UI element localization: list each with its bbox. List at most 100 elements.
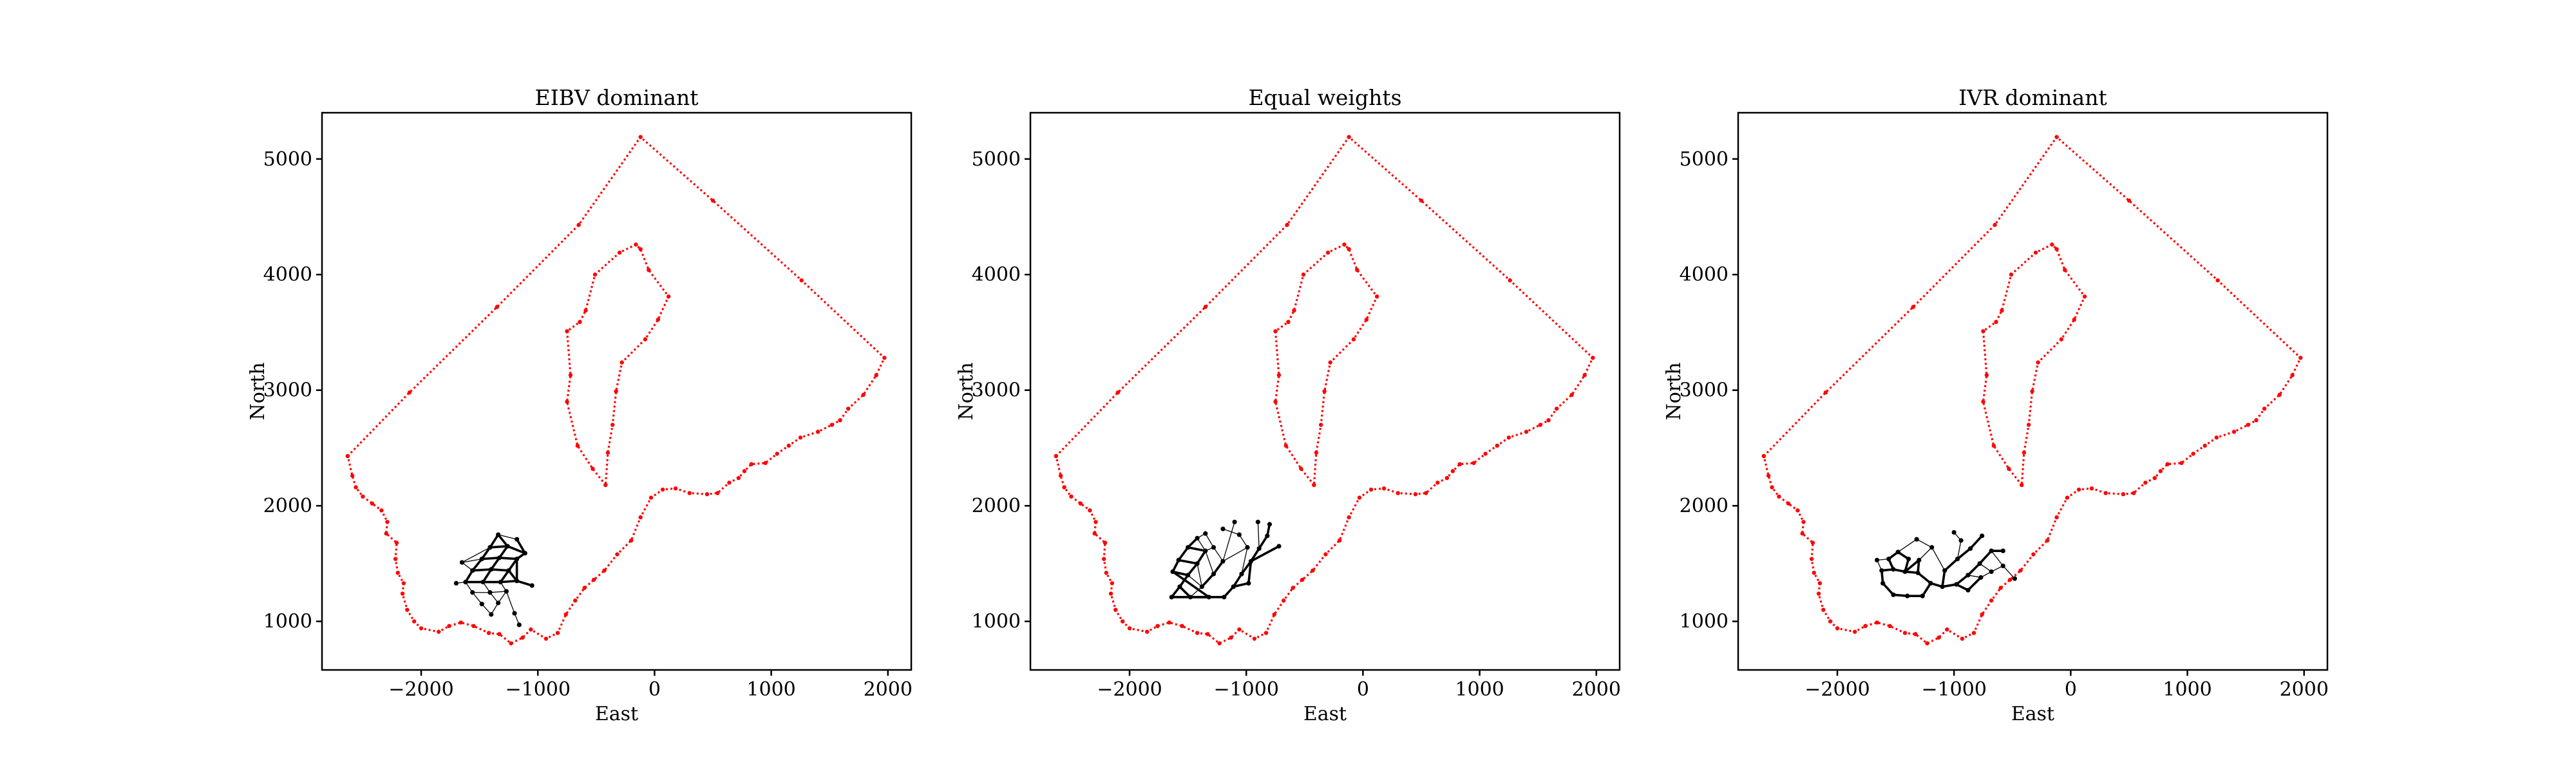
inner-boundary xyxy=(1274,243,1378,486)
boundary-vertex xyxy=(2143,481,2148,485)
boundary-vertex xyxy=(629,538,634,543)
path-node xyxy=(2012,576,2018,581)
boundary-vertex xyxy=(1506,435,1511,440)
path-edge-light xyxy=(1979,563,1992,573)
boundary-vertex xyxy=(2076,487,2081,492)
boundary-vertex xyxy=(736,475,741,481)
boundary-vertex xyxy=(656,318,661,322)
boundary-vertex xyxy=(1984,373,1989,377)
boundary-vertex xyxy=(1113,607,1118,612)
path-node xyxy=(1276,544,1282,549)
path-node xyxy=(1967,546,1973,551)
boundary-vertex xyxy=(1424,491,1428,495)
x-tick-label: −1000 xyxy=(1213,678,1278,701)
path-edge-light xyxy=(1222,528,1240,535)
y-tick-label: 1000 xyxy=(1680,611,1728,633)
boundary-vertex xyxy=(1347,135,1351,139)
path-edge-heavy xyxy=(1955,574,1969,586)
boundary-vertex xyxy=(1495,443,1499,448)
x-tick-label: 0 xyxy=(2065,678,2077,701)
boundary-vertex xyxy=(379,508,384,513)
boundary-vertex xyxy=(2179,461,2184,465)
path-node xyxy=(1917,557,1922,563)
boundary-vertex xyxy=(2152,475,2157,481)
boundary-vertex xyxy=(568,373,573,377)
boundary-vertex xyxy=(1054,453,1059,459)
path-edge-heavy xyxy=(506,545,527,555)
boundary-vertex xyxy=(2231,430,2237,434)
outer-boundary xyxy=(1763,136,2302,645)
subplot-title: EIBV dominant xyxy=(535,85,699,110)
boundary-vertex xyxy=(1094,520,1098,524)
path-edge-heavy xyxy=(1978,549,1993,565)
x-tick-label: 0 xyxy=(1357,678,1369,701)
boundary-vertex xyxy=(1911,305,1915,309)
path-edge-heavy xyxy=(507,557,518,572)
boundary-vertex xyxy=(2214,435,2219,440)
path-node xyxy=(1211,571,1217,577)
path-node xyxy=(1920,593,1925,598)
boundary-vertex xyxy=(742,469,747,473)
boundary-vertex xyxy=(874,373,878,377)
y-tick-label: 2000 xyxy=(1680,495,1728,517)
x-axis-label: East xyxy=(2011,703,2054,725)
boundary-vertex xyxy=(649,495,654,500)
path-edge-heavy xyxy=(1249,545,1280,563)
path-edge-heavy xyxy=(471,568,493,572)
path-node xyxy=(1211,545,1217,550)
path-edge-light xyxy=(1197,563,1202,587)
boundary-vertex xyxy=(1323,552,1328,557)
path-node xyxy=(1239,571,1244,577)
boundary-vertex xyxy=(2054,515,2059,520)
path-node xyxy=(514,537,520,542)
boundary-vertex xyxy=(1457,462,1462,466)
boundary-vertex xyxy=(1991,443,1996,448)
boundary-vertex xyxy=(1786,501,1791,506)
boundary-vertex xyxy=(634,242,638,247)
boundary-vertex xyxy=(395,571,400,575)
boundary-vertex xyxy=(2290,373,2295,377)
boundary-vertex xyxy=(1195,631,1200,635)
boundary-vertex xyxy=(385,520,390,524)
path-edge-heavy xyxy=(1177,546,1189,562)
path-node xyxy=(1875,557,1880,563)
boundary-vertex xyxy=(815,430,820,434)
path-edge-heavy xyxy=(1904,558,1920,573)
path-edge-heavy xyxy=(1212,560,1224,575)
boundary-vertex xyxy=(361,494,365,499)
boundary-vertex xyxy=(638,135,643,139)
path-edge-heavy xyxy=(1186,562,1198,577)
path-node xyxy=(1886,557,1891,562)
path-node xyxy=(489,612,494,617)
boundary-vertex xyxy=(2191,452,2195,456)
path-node xyxy=(1989,569,1994,575)
path-node xyxy=(516,622,522,627)
path-edge-heavy xyxy=(515,538,527,555)
path-node xyxy=(1220,558,1226,564)
path-edge-heavy xyxy=(1171,570,1211,598)
x-tick-label: 0 xyxy=(649,678,661,701)
boundary-vertex xyxy=(1144,629,1150,634)
boundary-vertex xyxy=(2298,356,2303,360)
x-axis-label: East xyxy=(595,703,638,725)
boundary-vertex xyxy=(1328,360,1332,365)
path-edge-heavy xyxy=(499,569,510,584)
boundary-vertex xyxy=(1816,591,1821,596)
boundary-vertex xyxy=(1761,453,1766,459)
boundary-vertex xyxy=(1381,486,1387,491)
path-node xyxy=(1231,584,1236,589)
boundary-vertex xyxy=(459,620,463,625)
boundary-vertex xyxy=(1110,581,1115,586)
y-tick-label: 2000 xyxy=(972,495,1021,517)
path-edge-light xyxy=(1222,547,1248,562)
x-tick-label: −2000 xyxy=(388,678,453,701)
path-node xyxy=(1246,580,1251,586)
path-edge-heavy xyxy=(498,545,509,559)
path-edge-heavy xyxy=(489,533,500,549)
path-edge-light xyxy=(1931,547,1946,571)
boundary-vertex xyxy=(575,443,580,448)
boundary-vertex xyxy=(846,406,851,411)
boundary-vertex xyxy=(763,461,768,465)
boundary-vertex xyxy=(401,581,406,586)
path-edge-heavy xyxy=(515,580,533,587)
